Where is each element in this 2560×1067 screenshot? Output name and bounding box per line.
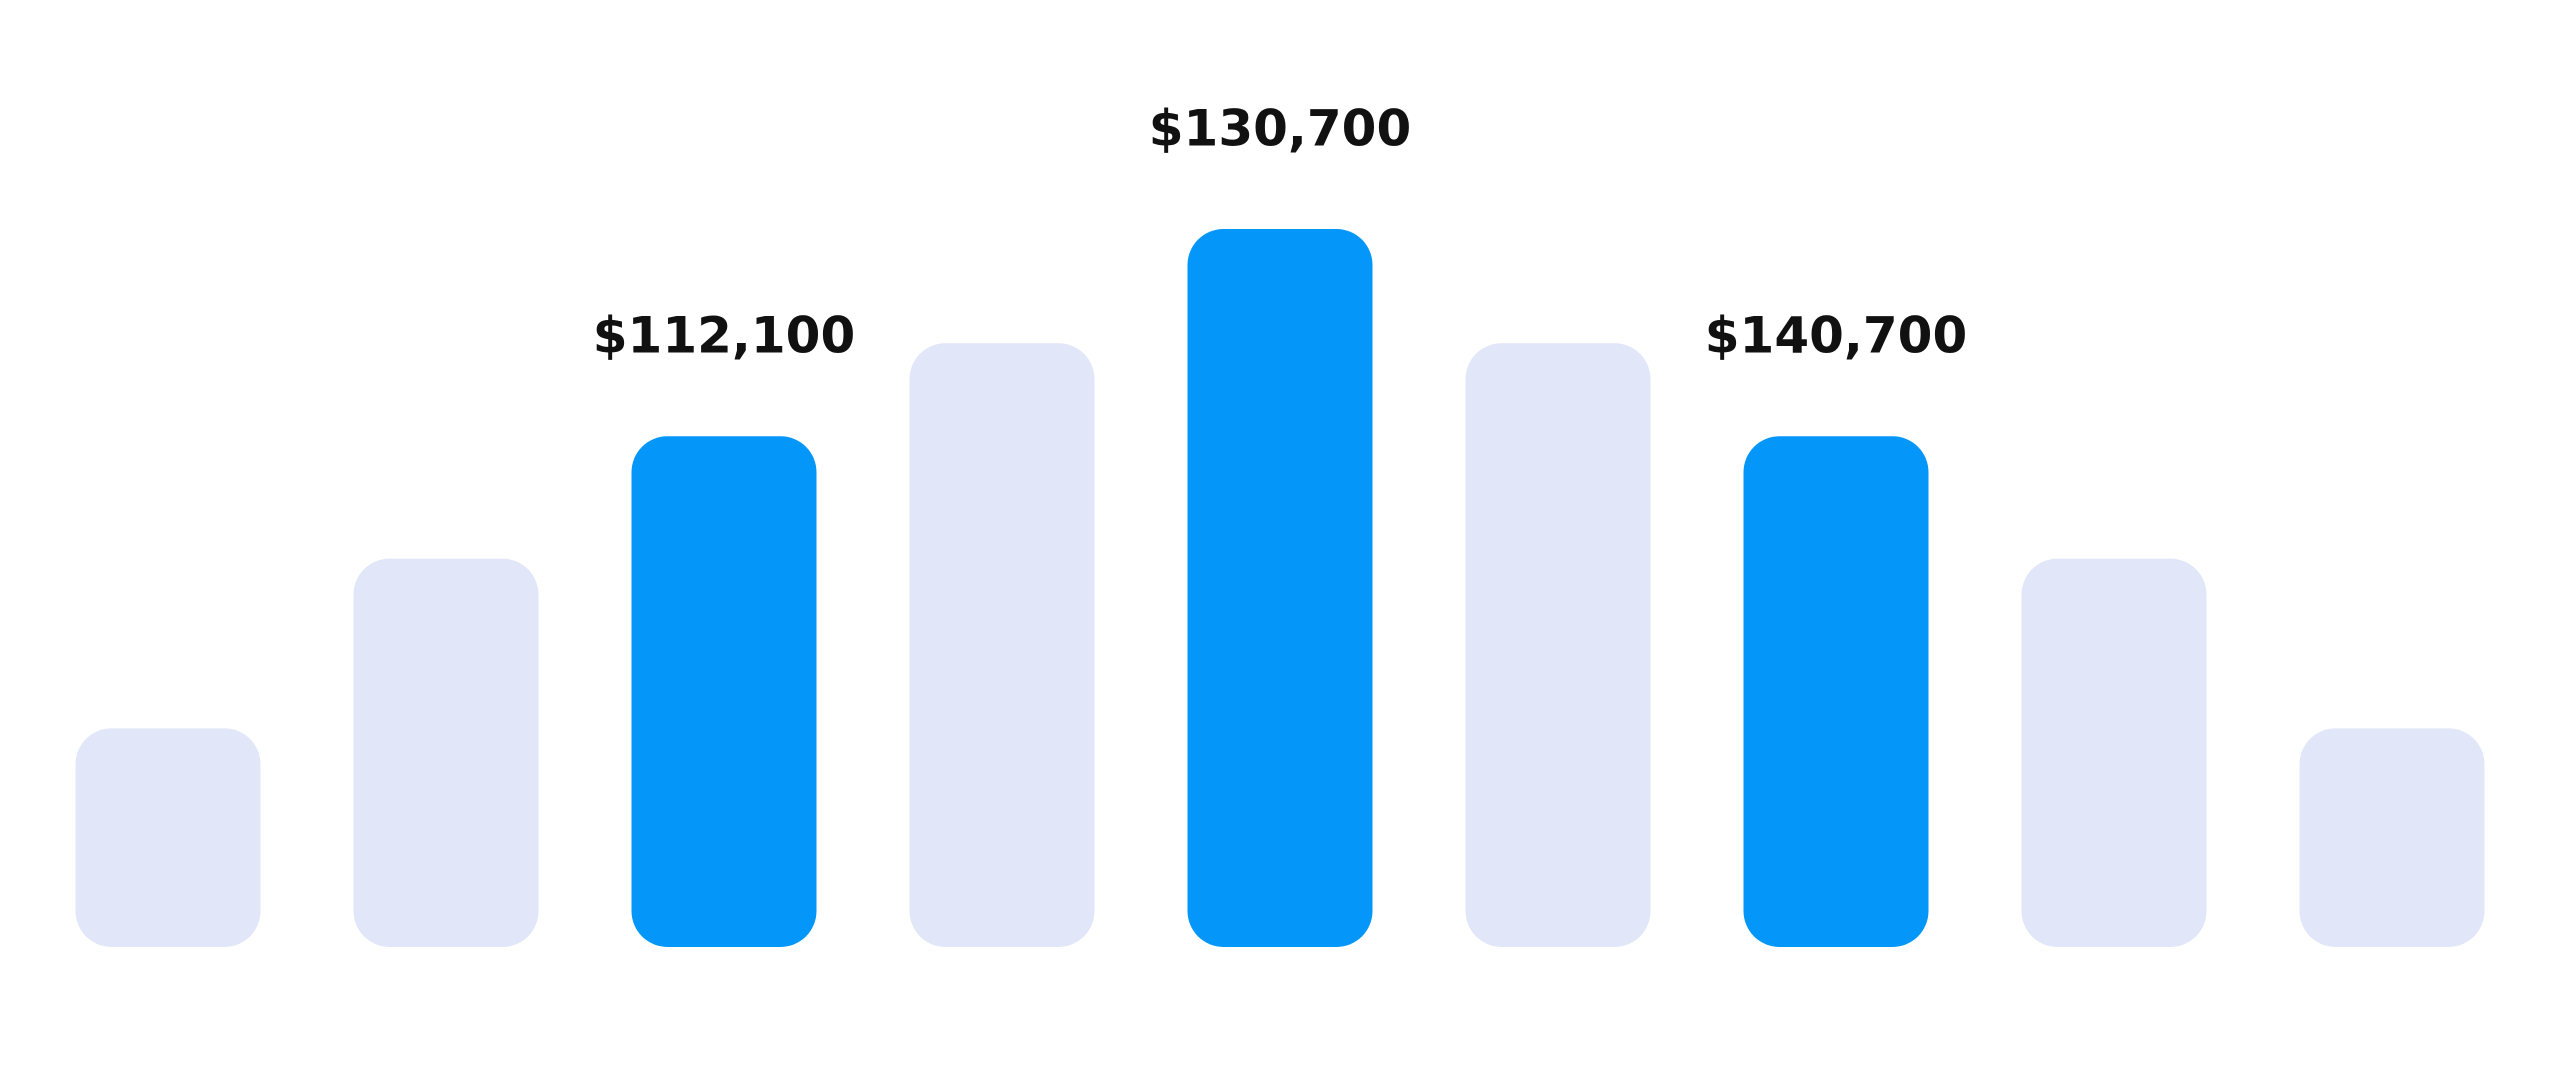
bar	[2299, 728, 2485, 947]
bar	[2021, 558, 2207, 947]
value-label: $130,700	[1149, 100, 1412, 158]
bar	[1465, 343, 1651, 947]
bar	[631, 436, 817, 947]
bar	[1743, 436, 1929, 947]
bar	[75, 728, 261, 947]
value-label: $112,100	[593, 307, 856, 365]
bar	[1187, 229, 1373, 947]
bar	[353, 558, 539, 947]
bar	[909, 343, 1095, 947]
value-label: $140,700	[1705, 307, 1968, 365]
